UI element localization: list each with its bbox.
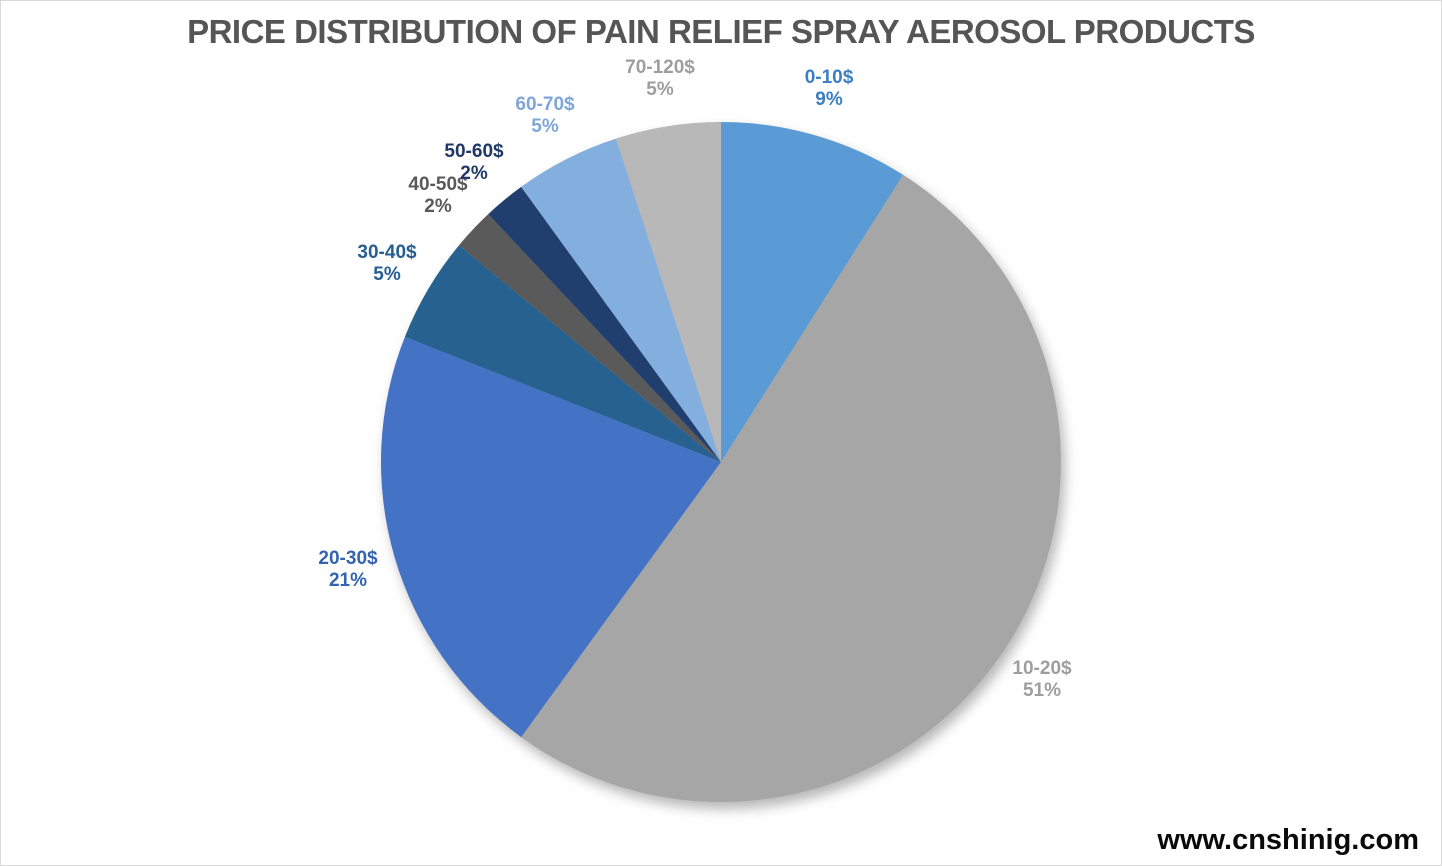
- slice-label-name: 10-20$: [1012, 658, 1072, 679]
- slice-label-value: 9%: [815, 89, 843, 110]
- slice-label-name: 0-10$: [804, 67, 854, 88]
- slice-label-value: 5%: [531, 116, 559, 137]
- slice-label-name: 60-70$: [515, 94, 575, 115]
- pie-slice-50-60$: [488, 186, 721, 462]
- slice-label-value: 2%: [460, 163, 488, 184]
- pie-slice-0-10$: [721, 122, 904, 462]
- pie-slice-70-120$: [615, 122, 721, 462]
- pie-slice-label-0-10$: 0-10$ 9%: [805, 67, 854, 111]
- pie-slice-label-10-20$: 10-20$ 51%: [1012, 658, 1071, 702]
- pie-slice-60-70$: [521, 138, 721, 462]
- pie-slice-label-70-120$: 70-120$ 5%: [625, 57, 695, 101]
- slice-label-name: 20-30$: [318, 548, 378, 569]
- pie-slice-label-20-30$: 20-30$ 21%: [318, 548, 377, 592]
- pie-slice-20-30$: [381, 336, 721, 738]
- slice-label-name: 50-60$: [444, 141, 504, 162]
- watermark: www.cnshinig.com: [1157, 824, 1419, 856]
- slice-label-name: 30-40$: [357, 242, 417, 263]
- slice-label-value: 21%: [328, 570, 368, 591]
- pie-slice-label-30-40$: 30-40$ 5%: [357, 242, 416, 286]
- pie-slices-group: [381, 122, 1061, 802]
- pie-slice-30-40$: [404, 245, 721, 462]
- pie-slice-label-60-70$: 60-70$ 5%: [515, 94, 574, 138]
- pie-slice-10-20$: [521, 174, 1061, 802]
- slice-label-value: 5%: [373, 264, 401, 285]
- chart-title: PRICE DISTRIBUTION OF PAIN RELIEF SPRAY …: [187, 13, 1255, 50]
- pie-slice-40-50$: [459, 214, 721, 462]
- slice-label-name: 40-50$: [408, 174, 468, 195]
- slice-label-value: 2%: [424, 196, 452, 217]
- slice-label-value: 5%: [646, 79, 674, 100]
- pie-slice-label-50-60$: 50-60$ 2%: [444, 141, 503, 185]
- slice-label-value: 51%: [1022, 680, 1062, 701]
- pie-slice-label-40-50$: 40-50$ 2%: [408, 174, 467, 218]
- slice-label-name: 70-120$: [625, 57, 695, 78]
